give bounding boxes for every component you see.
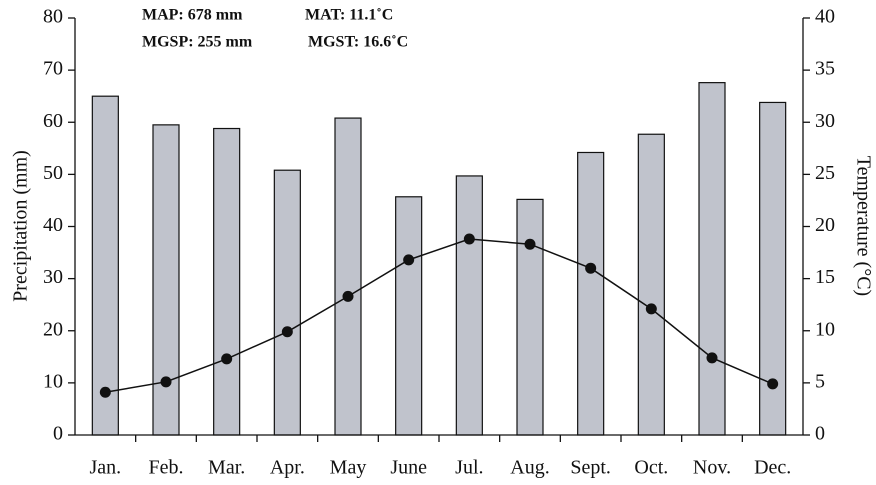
bar xyxy=(152,124,180,436)
point xyxy=(767,378,779,390)
point xyxy=(403,254,415,266)
y2-tick-label: 10 xyxy=(815,318,835,340)
y-tick-label: 20 xyxy=(43,318,63,340)
line xyxy=(105,238,773,393)
point xyxy=(524,238,536,250)
x-tick-label: Nov. xyxy=(693,457,731,479)
bar xyxy=(455,175,483,436)
bar xyxy=(698,82,726,436)
y-axis-label: Precipitation (mm) xyxy=(10,150,32,302)
x-tick-label: Mar. xyxy=(208,457,245,479)
x-tick-label: Apr. xyxy=(270,457,305,479)
x-tick-label: Feb. xyxy=(149,457,184,479)
y2-tick-label: 30 xyxy=(815,110,835,132)
y2-tick-label: 25 xyxy=(815,162,835,184)
x-tick-label: Sept. xyxy=(570,457,611,479)
annotation: MAT: 11.1˚C xyxy=(305,7,393,24)
x-tick-label: May xyxy=(330,457,367,479)
point xyxy=(342,290,354,302)
bar xyxy=(516,198,544,436)
point xyxy=(463,233,475,245)
x-tick-label: Jan. xyxy=(89,457,121,479)
point xyxy=(585,262,597,274)
bar xyxy=(334,117,362,436)
point xyxy=(645,303,657,315)
x-tick-label: Dec. xyxy=(754,457,791,479)
x-tick-label: Aug. xyxy=(510,457,549,479)
y-tick-label: 0 xyxy=(53,423,63,445)
y2-tick-label: 35 xyxy=(815,58,835,80)
y2-axis-label: Temperature (°C) xyxy=(852,156,874,296)
bar xyxy=(637,133,665,436)
bar xyxy=(577,151,605,436)
bar xyxy=(273,169,301,436)
point xyxy=(221,353,233,365)
annotation: MGSP: 255 mm xyxy=(142,34,253,51)
x-tick-label: Oct. xyxy=(634,457,668,479)
y2-tick-label: 5 xyxy=(815,370,825,392)
y2-tick-label: 0 xyxy=(815,423,825,445)
point xyxy=(281,326,293,338)
y2-tick-label: 20 xyxy=(815,214,835,236)
annotation: MAP: 678 mm xyxy=(142,7,243,24)
y2-tick-label: 15 xyxy=(815,266,835,288)
y-tick-label: 30 xyxy=(43,266,63,288)
annotation: MGST: 16.6˚C xyxy=(308,34,408,51)
x-tick-label: Jul. xyxy=(455,457,483,479)
bar xyxy=(395,196,423,436)
y-tick-label: 50 xyxy=(43,162,63,184)
y-tick-label: 10 xyxy=(43,370,63,392)
point xyxy=(706,352,718,364)
y-tick-label: 70 xyxy=(43,58,63,80)
x-tick-label: June xyxy=(390,457,427,479)
point xyxy=(160,376,172,388)
point xyxy=(99,386,111,398)
bar xyxy=(213,127,241,436)
bar xyxy=(91,95,119,436)
y2-tick-label: 40 xyxy=(815,6,835,28)
y-tick-label: 40 xyxy=(43,214,63,236)
y-tick-label: 80 xyxy=(43,6,63,28)
y-tick-label: 60 xyxy=(43,110,63,132)
